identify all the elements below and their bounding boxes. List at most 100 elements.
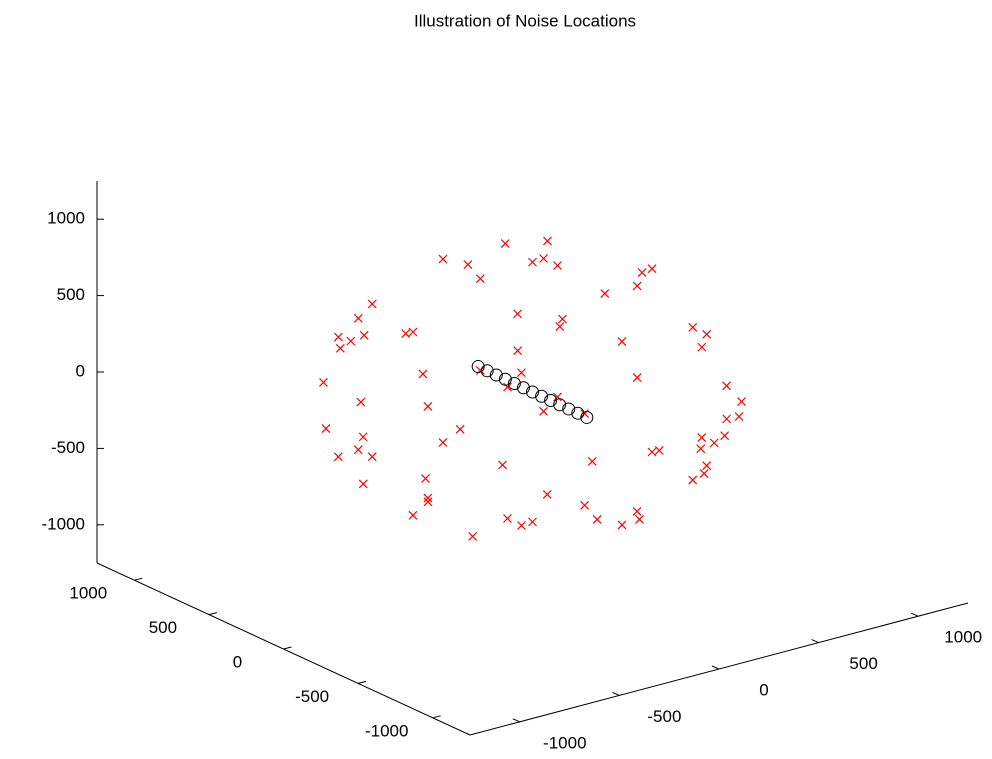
x-marker [637, 268, 647, 277]
y-tick [283, 646, 292, 650]
x-marker [587, 457, 597, 466]
x-marker [367, 299, 377, 309]
y-tick-label: 1000 [69, 584, 107, 603]
circle-marker [526, 385, 539, 399]
z-tick-label: 1000 [47, 209, 85, 228]
x-marker [455, 424, 465, 434]
x-marker [517, 521, 526, 530]
x-marker [333, 332, 343, 342]
x-marker [654, 446, 664, 455]
circle-marker [507, 377, 521, 391]
x-marker [592, 515, 602, 524]
x-tick-label: 1000 [944, 628, 982, 647]
x-marker [463, 260, 473, 269]
x-marker [321, 424, 331, 433]
x-tick-label: -1000 [543, 733, 586, 752]
x-marker [367, 452, 377, 462]
z-tick-label: -500 [51, 438, 85, 457]
x-marker [500, 239, 510, 248]
x-marker [702, 461, 712, 471]
x-marker [539, 406, 548, 416]
x-marker [353, 445, 363, 455]
z-tick-label: -1000 [42, 514, 85, 533]
x-marker [553, 392, 562, 402]
x-marker [542, 490, 552, 499]
x-marker [346, 336, 356, 346]
x-marker [498, 460, 507, 470]
x-marker [475, 365, 485, 375]
y-tick [134, 577, 143, 581]
x-marker [503, 382, 512, 392]
x-marker [697, 433, 707, 442]
x-marker [696, 444, 706, 454]
circle-marker [571, 406, 585, 420]
circle-marker [489, 368, 503, 382]
y-tick [432, 715, 441, 719]
x-marker [647, 447, 657, 457]
x-marker [702, 329, 712, 339]
x-marker [438, 254, 448, 264]
circle-marker [516, 381, 530, 395]
x-marker [475, 274, 485, 284]
x-marker [423, 401, 433, 411]
x-marker [513, 309, 522, 319]
circle-marker [553, 398, 567, 412]
z-tick-label: 0 [76, 361, 85, 380]
circle-marker [471, 360, 485, 374]
x-tick-label: -500 [647, 707, 681, 726]
x-marker [438, 437, 448, 447]
x-marker [635, 514, 644, 524]
x-marker [539, 254, 548, 263]
x-tick-label: 0 [759, 680, 768, 699]
x-tick [512, 718, 520, 723]
circle-marker [562, 402, 576, 416]
x-marker [632, 373, 642, 383]
y-tick-label: 0 [233, 652, 242, 671]
x-tick [811, 639, 819, 644]
x-marker [517, 368, 526, 378]
x-tick [612, 691, 620, 696]
x-marker [421, 474, 430, 483]
x-marker [468, 532, 478, 541]
x-marker [720, 431, 730, 441]
x-marker [408, 327, 418, 337]
x-marker [513, 346, 523, 356]
x-marker [709, 438, 719, 448]
x-marker [503, 514, 512, 523]
x-marker [688, 322, 698, 332]
x-marker [632, 506, 642, 516]
x-marker [647, 264, 657, 274]
x-tick [911, 612, 919, 617]
chart-title: Illustration of Noise Locations [414, 11, 636, 30]
x-marker [319, 377, 328, 387]
x-marker [358, 479, 368, 489]
y-tick [357, 680, 367, 684]
x-tick [711, 665, 720, 670]
x-marker [699, 469, 709, 479]
circle-marker [544, 393, 558, 407]
x-marker [423, 493, 433, 503]
y-tick-label: -500 [295, 687, 329, 706]
x-marker [359, 330, 369, 340]
circle-marker [580, 410, 594, 424]
x-marker [555, 322, 565, 331]
x-marker [580, 500, 590, 510]
x-marker [722, 381, 732, 391]
x-marker [558, 314, 567, 324]
z-tick-label: 500 [57, 285, 85, 304]
x-marker [528, 517, 537, 527]
x-marker [418, 369, 428, 379]
x-marker [688, 475, 698, 485]
x-marker [697, 342, 707, 352]
x-marker [358, 432, 368, 442]
x-marker [356, 397, 366, 407]
x-marker [737, 397, 746, 407]
x-marker [580, 409, 590, 419]
x-marker [632, 281, 642, 291]
x-marker [553, 261, 562, 270]
x-marker [734, 412, 744, 421]
x-marker [600, 289, 610, 298]
x-marker [423, 497, 433, 507]
